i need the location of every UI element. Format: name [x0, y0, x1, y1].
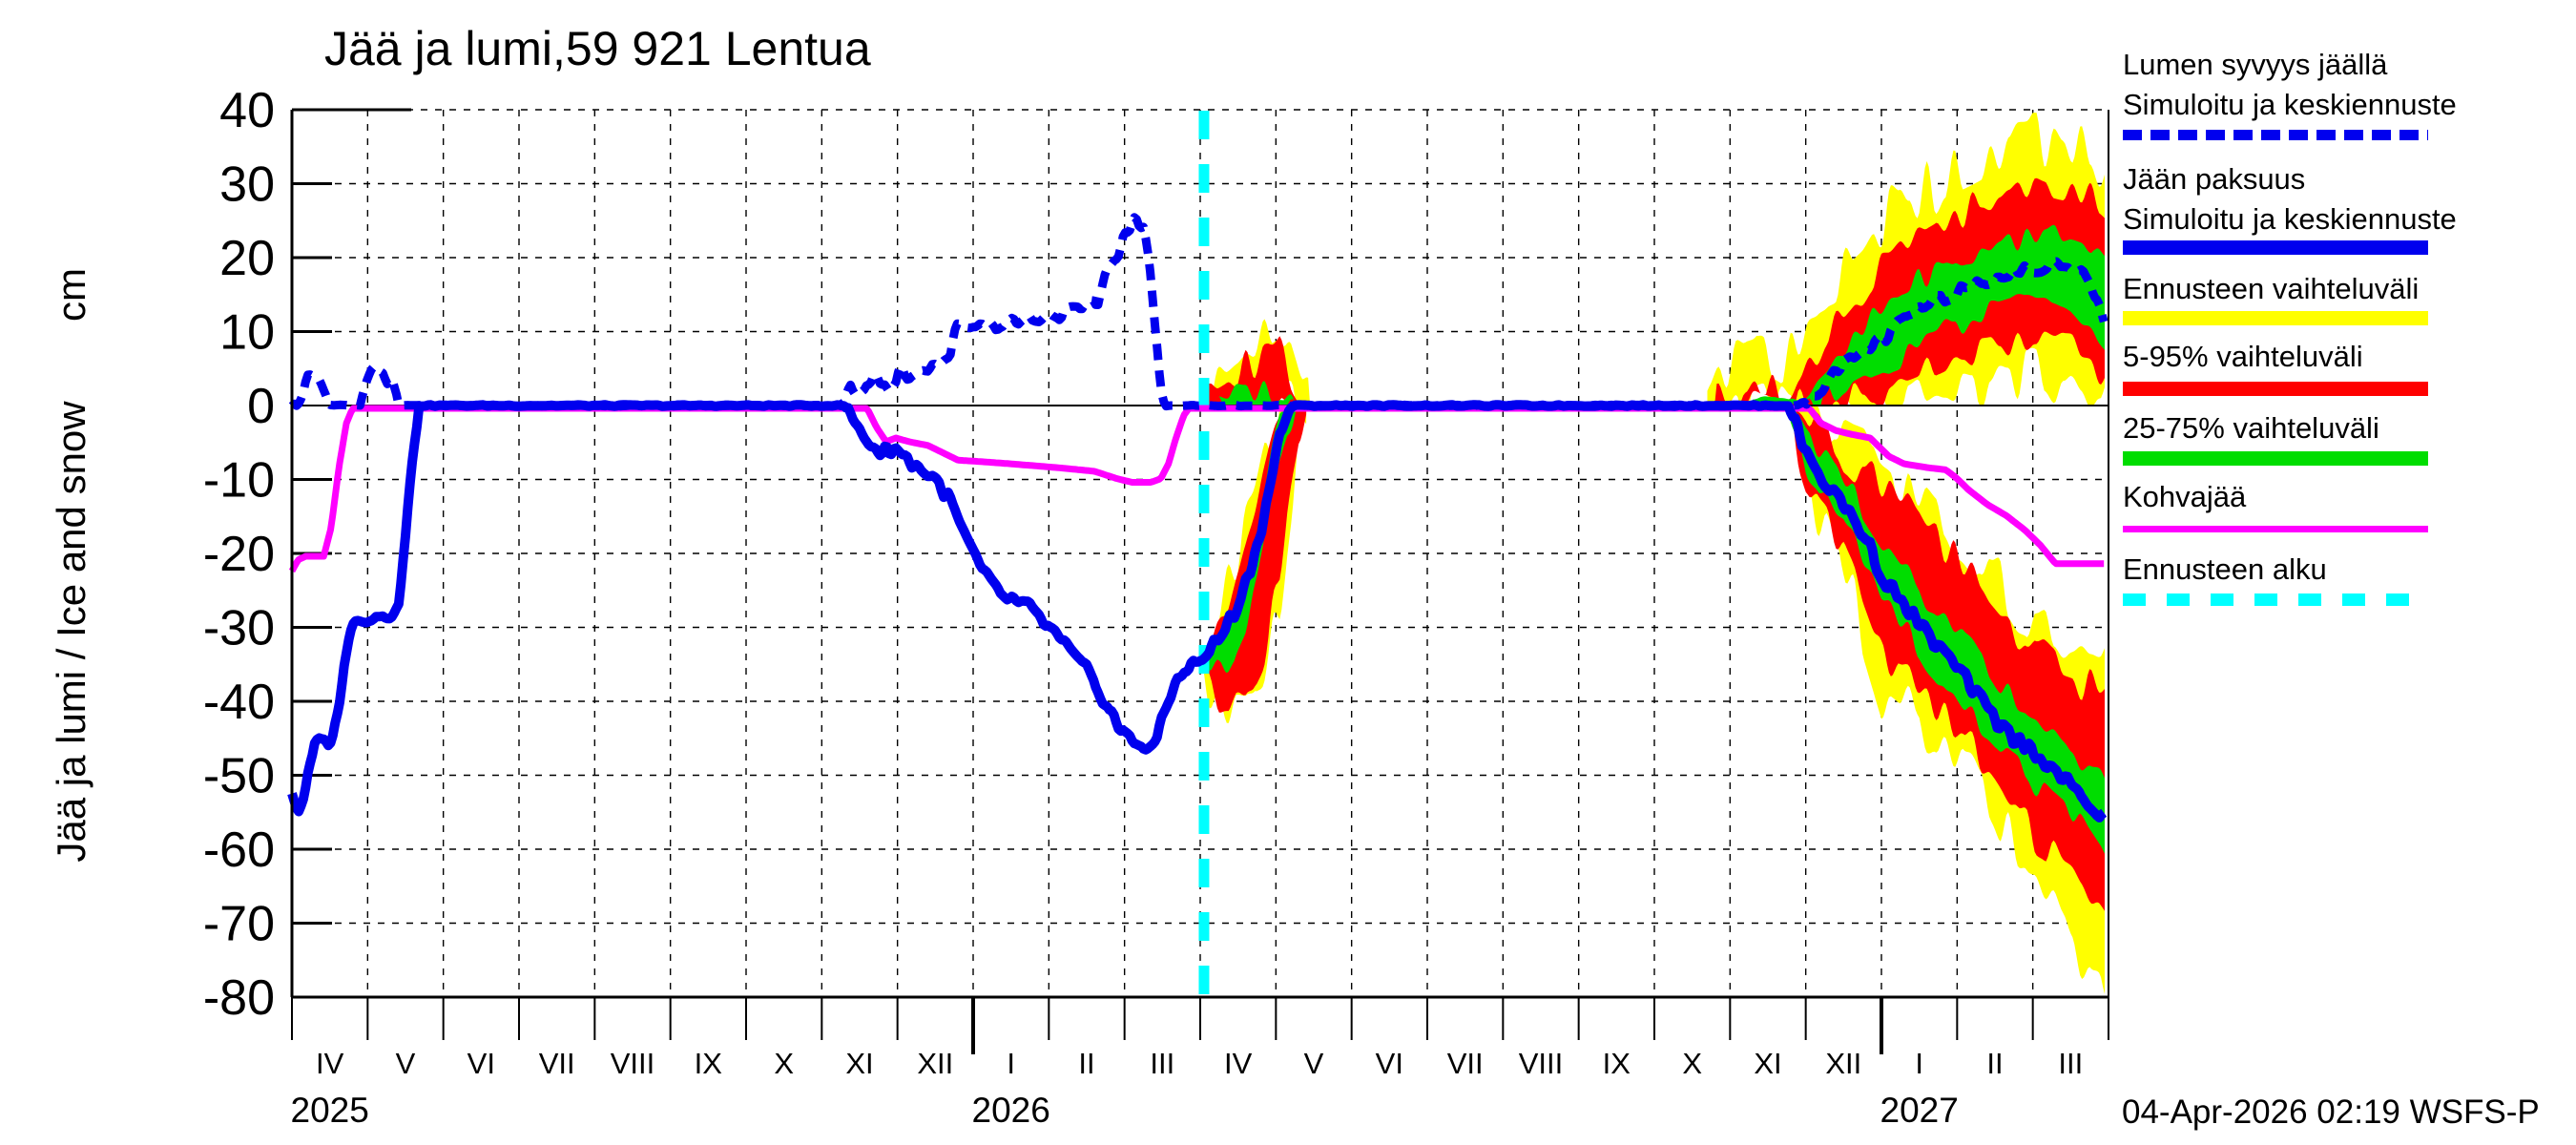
legend-label-ice-2: Simuloitu ja keskiennuste [2123, 202, 2457, 236]
y-tick-label: -80 [203, 970, 275, 1026]
month-tick-label: VII [1447, 1047, 1484, 1080]
legend-label-forecast-start: Ennusteen alku [2123, 552, 2327, 586]
legend-label-ice-1: Jään paksuus [2123, 162, 2306, 196]
month-tick-label: III [2058, 1047, 2083, 1080]
month-tick-label: VIII [1519, 1047, 1564, 1080]
month-tick-label: XI [845, 1047, 873, 1080]
y-tick-label: -30 [203, 601, 275, 656]
month-tick-label: I [1007, 1047, 1015, 1080]
y-axis-label: Jää ja lumi / Ice and snow [49, 401, 93, 863]
legend: Lumen syvyys jäällä Simuloitu ja keskien… [2123, 0, 2571, 668]
legend-swatch-25-75-range [2123, 451, 2428, 466]
month-tick-label: V [1304, 1047, 1324, 1080]
legend-swatch-ice-solid-line [2123, 240, 2428, 255]
legend-swatch-forecast-range [2123, 311, 2428, 325]
month-tick-label: IV [1224, 1047, 1253, 1080]
y-tick-label: 20 [219, 231, 275, 286]
month-tick-label: V [396, 1047, 416, 1080]
y-tick-label: -50 [203, 749, 275, 804]
month-tick-label: IX [695, 1047, 723, 1080]
month-tick-label: XII [1825, 1047, 1861, 1080]
y-tick-label: -40 [203, 675, 275, 730]
chart-title: Jää ja lumi,59 921 Lentua [324, 22, 871, 75]
forecast-band-red-spring-2026-snow [1204, 336, 1310, 406]
snow-depth-line [288, 213, 2109, 411]
month-tick-label: IX [1603, 1047, 1631, 1080]
year-label: 2025 [291, 1091, 369, 1130]
y-tick-label: -70 [203, 897, 275, 952]
month-tick-label: X [774, 1047, 794, 1080]
month-tick-label: VII [539, 1047, 575, 1080]
month-tick-label: III [1150, 1047, 1174, 1080]
timestamp-watermark: 04-Apr-2026 02:19 WSFS-P [2122, 1093, 2540, 1131]
month-tick-label: I [1915, 1047, 1923, 1080]
y-tick-label: -10 [203, 453, 275, 509]
y-tick-label: -20 [203, 527, 275, 582]
month-tick-label: XI [1754, 1047, 1781, 1080]
year-label: 2027 [1880, 1091, 1959, 1130]
legend-label-25-75-range: 25-75% vaihteluväli [2123, 411, 2379, 445]
month-tick-label: X [1682, 1047, 1702, 1080]
y-tick-label: 40 [219, 83, 275, 138]
legend-swatch-kohvajaa-line [2123, 526, 2428, 532]
month-tick-label: VI [1376, 1047, 1403, 1080]
year-label: 2026 [972, 1091, 1050, 1130]
y-tick-label: 10 [219, 305, 275, 361]
legend-label-snow-2: Simuloitu ja keskiennuste [2123, 88, 2457, 121]
month-tick-label: VIII [611, 1047, 655, 1080]
legend-label-snow-1: Lumen syvyys jäällä [2123, 48, 2388, 81]
month-tick-label: XII [917, 1047, 953, 1080]
y-tick-label: 30 [219, 157, 275, 213]
y-tick-label: -60 [203, 822, 275, 878]
month-tick-label: IV [316, 1047, 344, 1080]
forecast-band-red-winter-2027-snow [1707, 177, 2105, 406]
legend-swatch-snow-dashed-line [2123, 130, 2428, 140]
y-axis-unit-label: cm [49, 268, 93, 322]
legend-swatch-5-95-range [2123, 382, 2428, 396]
month-tick-label: II [1078, 1047, 1094, 1080]
legend-swatch-forecast-start-line [2123, 593, 2428, 606]
month-tick-label: VI [467, 1047, 495, 1080]
legend-label-5-95-range: 5-95% vaihteluväli [2123, 340, 2363, 373]
month-tick-label: II [1986, 1047, 2003, 1080]
legend-label-kohvajaa: Kohvajää [2123, 480, 2247, 513]
forecast-band-green-spring-2026-snow [1204, 381, 1310, 406]
legend-label-forecast-range: Ennusteen vaihteluväli [2123, 272, 2420, 305]
y-tick-label: 0 [247, 379, 275, 434]
